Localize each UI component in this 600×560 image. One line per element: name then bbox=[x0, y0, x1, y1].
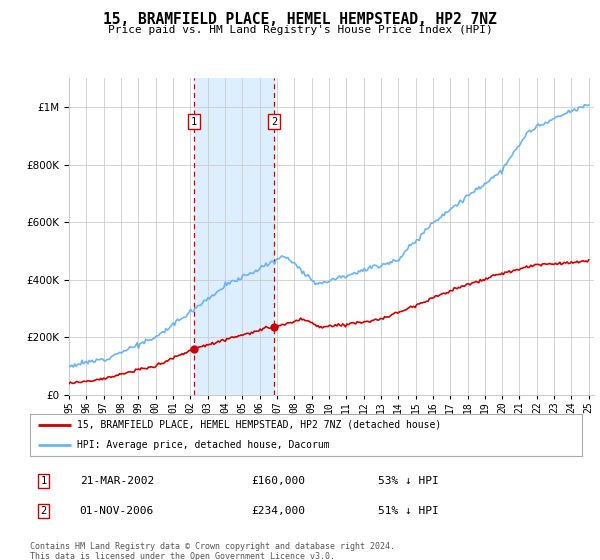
Text: 21-MAR-2002: 21-MAR-2002 bbox=[80, 476, 154, 486]
Text: HPI: Average price, detached house, Dacorum: HPI: Average price, detached house, Daco… bbox=[77, 440, 329, 450]
Text: 2: 2 bbox=[271, 116, 277, 127]
Text: 01-NOV-2006: 01-NOV-2006 bbox=[80, 506, 154, 516]
Text: 2: 2 bbox=[41, 506, 47, 516]
Text: 15, BRAMFIELD PLACE, HEMEL HEMPSTEAD, HP2 7NZ (detached house): 15, BRAMFIELD PLACE, HEMEL HEMPSTEAD, HP… bbox=[77, 420, 441, 430]
Text: £234,000: £234,000 bbox=[251, 506, 305, 516]
Text: 1: 1 bbox=[191, 116, 197, 127]
Text: 15, BRAMFIELD PLACE, HEMEL HEMPSTEAD, HP2 7NZ: 15, BRAMFIELD PLACE, HEMEL HEMPSTEAD, HP… bbox=[103, 12, 497, 27]
Text: 1: 1 bbox=[41, 476, 47, 486]
Text: £160,000: £160,000 bbox=[251, 476, 305, 486]
Text: Price paid vs. HM Land Registry's House Price Index (HPI): Price paid vs. HM Land Registry's House … bbox=[107, 25, 493, 35]
Text: 51% ↓ HPI: 51% ↓ HPI bbox=[378, 506, 439, 516]
Text: 53% ↓ HPI: 53% ↓ HPI bbox=[378, 476, 439, 486]
Text: Contains HM Land Registry data © Crown copyright and database right 2024.
This d: Contains HM Land Registry data © Crown c… bbox=[30, 542, 395, 560]
Bar bbox=[194, 78, 274, 395]
